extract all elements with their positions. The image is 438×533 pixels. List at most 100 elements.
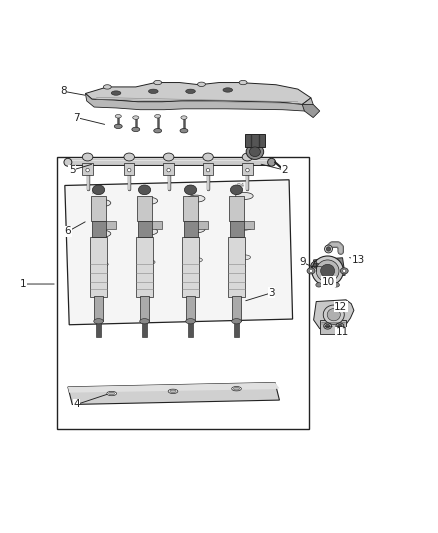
Polygon shape: [85, 83, 311, 104]
Bar: [228, 237, 245, 297]
Ellipse shape: [316, 260, 339, 282]
Ellipse shape: [187, 195, 205, 202]
Ellipse shape: [323, 305, 344, 324]
Text: a: a: [148, 267, 150, 272]
Polygon shape: [314, 300, 354, 330]
Bar: [106, 221, 116, 229]
Ellipse shape: [94, 319, 103, 324]
Text: a: a: [195, 265, 198, 270]
Text: 1: 1: [19, 279, 26, 289]
Bar: [92, 221, 106, 237]
Ellipse shape: [184, 185, 197, 195]
Bar: [57, 157, 309, 429]
Text: 9: 9: [299, 257, 306, 267]
Ellipse shape: [167, 168, 170, 172]
Ellipse shape: [206, 168, 210, 172]
Text: R3: R3: [187, 185, 194, 190]
Ellipse shape: [181, 116, 187, 119]
Polygon shape: [65, 180, 293, 325]
Text: 13: 13: [352, 255, 365, 265]
Text: 7: 7: [73, 112, 80, 123]
Ellipse shape: [107, 391, 117, 395]
Bar: [182, 237, 199, 297]
Ellipse shape: [168, 389, 178, 393]
Ellipse shape: [236, 223, 253, 230]
Ellipse shape: [93, 230, 111, 237]
Bar: [94, 296, 103, 321]
Ellipse shape: [154, 80, 162, 85]
Ellipse shape: [321, 264, 335, 278]
Ellipse shape: [92, 185, 105, 195]
Ellipse shape: [268, 158, 276, 166]
Ellipse shape: [64, 158, 72, 166]
Ellipse shape: [93, 199, 111, 206]
Ellipse shape: [316, 282, 322, 287]
Text: 2: 2: [281, 165, 288, 175]
Bar: [244, 221, 254, 229]
Ellipse shape: [140, 319, 149, 324]
Ellipse shape: [190, 257, 202, 262]
Ellipse shape: [133, 116, 139, 119]
Ellipse shape: [313, 263, 319, 268]
Text: a: a: [243, 263, 246, 268]
Bar: [90, 237, 107, 297]
Ellipse shape: [155, 115, 161, 118]
Bar: [245, 134, 265, 147]
Bar: [320, 320, 346, 334]
Ellipse shape: [233, 387, 240, 390]
Ellipse shape: [140, 197, 158, 204]
Ellipse shape: [232, 386, 241, 391]
Text: 8: 8: [60, 86, 67, 96]
Ellipse shape: [246, 144, 264, 159]
Ellipse shape: [246, 168, 249, 172]
Bar: [232, 296, 241, 321]
Ellipse shape: [343, 269, 346, 272]
Ellipse shape: [96, 262, 108, 266]
Bar: [203, 163, 213, 175]
Polygon shape: [68, 383, 279, 405]
Text: 10: 10: [322, 277, 335, 287]
Ellipse shape: [132, 127, 140, 132]
Bar: [152, 221, 162, 229]
Ellipse shape: [143, 260, 155, 264]
Ellipse shape: [186, 319, 195, 324]
Bar: [82, 163, 93, 175]
Bar: [188, 320, 193, 336]
Bar: [229, 197, 244, 221]
Bar: [184, 221, 198, 237]
Ellipse shape: [109, 392, 115, 395]
Bar: [137, 197, 152, 221]
Ellipse shape: [333, 282, 339, 287]
Bar: [183, 197, 198, 221]
Ellipse shape: [311, 261, 321, 270]
Bar: [140, 296, 149, 321]
Bar: [138, 221, 152, 237]
Ellipse shape: [187, 226, 205, 233]
Ellipse shape: [148, 89, 158, 93]
Text: 3: 3: [268, 288, 275, 298]
Bar: [198, 221, 208, 229]
Ellipse shape: [180, 128, 188, 133]
Ellipse shape: [336, 323, 344, 329]
Text: a: a: [101, 269, 103, 274]
Ellipse shape: [223, 88, 233, 92]
Text: R2: R2: [140, 188, 148, 193]
Ellipse shape: [338, 324, 342, 328]
Ellipse shape: [326, 247, 331, 251]
Ellipse shape: [327, 309, 340, 321]
Text: R4: R4: [236, 182, 244, 188]
Ellipse shape: [324, 323, 332, 329]
Bar: [91, 197, 106, 221]
Ellipse shape: [238, 255, 251, 260]
Ellipse shape: [242, 153, 253, 161]
Ellipse shape: [230, 185, 243, 195]
Bar: [124, 163, 134, 175]
Ellipse shape: [111, 91, 121, 95]
Ellipse shape: [163, 153, 174, 161]
Bar: [96, 320, 101, 336]
Ellipse shape: [140, 228, 158, 235]
Bar: [234, 320, 239, 336]
Ellipse shape: [203, 153, 213, 161]
Bar: [142, 320, 147, 336]
Ellipse shape: [325, 245, 332, 253]
